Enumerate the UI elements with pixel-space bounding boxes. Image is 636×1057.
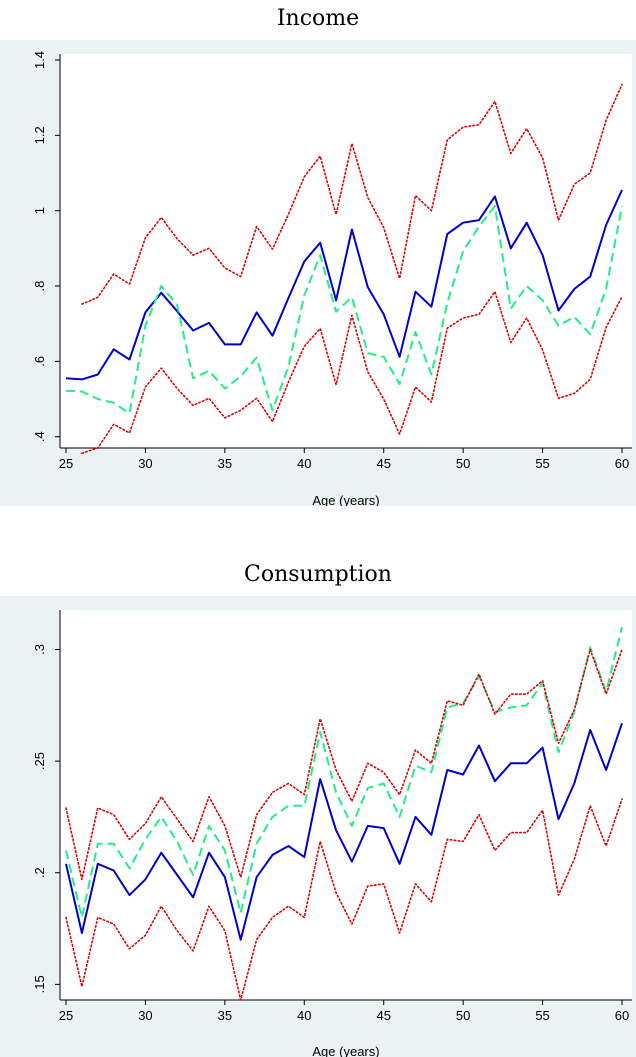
series-line-solid: [65, 722, 623, 941]
consumption-chart-title: Consumption: [244, 562, 392, 587]
x-tick-label: 50: [456, 1008, 470, 1023]
x-tick-label: 30: [138, 1008, 152, 1023]
consumption-chart: .15 .2 .25 .3 25 30 35 40 45 50 55 60 Age (years): [32, 610, 632, 1057]
x-tick-label: 45: [376, 1008, 390, 1023]
x-tick-label: 40: [297, 456, 311, 471]
x-axis: 25 30 35 40 45 50 55 60: [59, 999, 632, 1023]
x-tick-label: 30: [138, 456, 152, 471]
series-line-dashed: [65, 626, 623, 919]
y-tick-label: .8: [32, 281, 47, 292]
y-axis: .4 .6 .8 1 1.2 1.4: [32, 51, 61, 448]
x-tick-label: 60: [615, 1008, 629, 1023]
x-tick-label: 25: [59, 1008, 73, 1023]
series-layer: [65, 83, 623, 455]
plot-area: [60, 54, 632, 448]
series-line-solid: [65, 189, 623, 381]
series-line-dashed: [65, 205, 623, 415]
y-tick-label: .3: [32, 644, 47, 655]
y-tick-label: .2: [32, 867, 47, 878]
x-tick-label: 35: [218, 1008, 232, 1023]
x-tick-label: 50: [456, 456, 470, 471]
series-line-dotted-2: [81, 83, 623, 305]
y-tick-label: .4: [32, 431, 47, 442]
x-axis-label: Age (years): [312, 493, 379, 506]
x-axis-label: Age (years): [312, 1044, 379, 1057]
y-axis: .15 .2 .25 .3: [32, 610, 61, 1000]
x-axis: 25 30 35 40 45 50 55 60: [59, 447, 632, 471]
income-chart: .4 .6 .8 1 1.2 1.4 25 30 35 40 45 50 55 60 Age (year…: [32, 51, 632, 506]
y-tick-label: 1.4: [32, 51, 47, 69]
x-tick-label: 60: [615, 456, 629, 471]
y-tick-label: .6: [32, 356, 47, 367]
income-chart-title: Income: [276, 6, 360, 31]
plot-area: [60, 610, 632, 1000]
x-tick-label: 55: [535, 1008, 549, 1023]
series-line-dotted-3: [65, 798, 623, 1001]
y-tick-label: .25: [32, 752, 47, 770]
series-line-dotted-2: [65, 648, 623, 881]
x-tick-label: 40: [297, 1008, 311, 1023]
series-line-dotted-3: [81, 290, 623, 455]
x-tick-label: 45: [376, 456, 390, 471]
x-tick-label: 25: [59, 456, 73, 471]
y-tick-label: 1: [32, 207, 47, 214]
x-tick-label: 35: [218, 456, 232, 471]
y-tick-label: .15: [32, 975, 47, 993]
x-tick-label: 55: [535, 456, 549, 471]
y-tick-label: 1.2: [32, 126, 47, 144]
series-layer: [65, 626, 623, 1001]
